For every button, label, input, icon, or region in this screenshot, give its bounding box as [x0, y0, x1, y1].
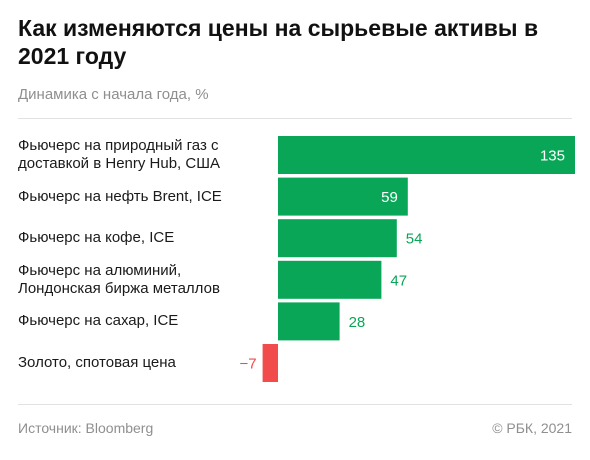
value-label-2: 54	[406, 231, 423, 248]
value-label-0: 135	[540, 148, 565, 165]
chart-title: Как изменяются цены на сырьевые активы в…	[18, 15, 539, 69]
top-divider	[18, 118, 572, 119]
category-label-1: Фьючерс на нефть Brent, ICE	[18, 187, 222, 205]
value-label-1: 59	[381, 189, 398, 206]
category-label-2: Фьючерс на кофе, ICE	[18, 229, 175, 247]
copyright: © РБК, 2021	[492, 420, 572, 436]
bar-1	[278, 177, 408, 216]
bar-0	[278, 136, 575, 174]
bar-3	[278, 260, 382, 299]
bar-5	[262, 344, 278, 382]
bottom-divider	[18, 404, 572, 405]
category-label-0: Фьючерс на природный газ с доставкой в H…	[18, 137, 220, 172]
bar-2	[278, 219, 397, 258]
value-label-3: 47	[390, 272, 407, 289]
category-label-5: Золото, спотовая цена	[18, 354, 176, 371]
source-note: Источник: Bloomberg	[18, 420, 154, 436]
chart-subtitle: Динамика с начала года, %	[18, 86, 209, 103]
value-label-5: −7	[239, 356, 256, 373]
category-label-3: Фьючерс на алюминий, Лондонская биржа ме…	[18, 261, 220, 297]
value-label-4: 28	[349, 314, 366, 331]
bar-4	[278, 302, 340, 341]
category-label-4: Фьючерс на сахар, ICE	[18, 312, 179, 330]
